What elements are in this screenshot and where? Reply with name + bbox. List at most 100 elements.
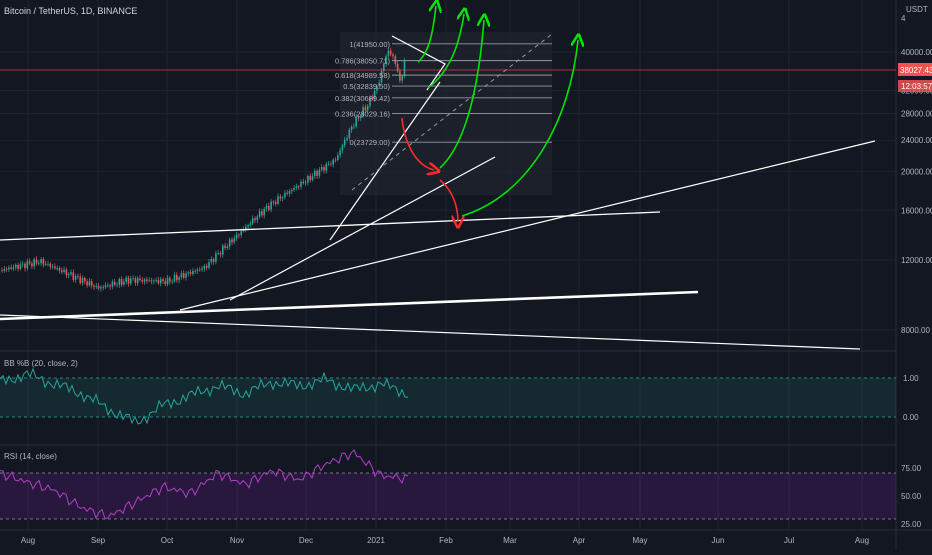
time-tick-label: Feb xyxy=(439,536,453,545)
candle-body xyxy=(136,278,139,283)
fib-retracement[interactable]: 1(41950.00) 0.786(38050.71) 0.618(34989.58… xyxy=(335,40,552,147)
candle-body xyxy=(231,239,233,243)
candle-body xyxy=(304,182,307,184)
trend-line-lower-thick[interactable] xyxy=(0,290,699,321)
candle-body xyxy=(339,150,341,156)
countdown-badge xyxy=(898,80,932,92)
candle-body xyxy=(33,259,35,267)
candle-body xyxy=(392,54,394,57)
bb-tick-label: 1.00 xyxy=(903,374,919,383)
candle-body xyxy=(314,170,316,177)
candle-body xyxy=(70,272,72,275)
arrow-up-3[interactable] xyxy=(439,20,484,169)
candle-body xyxy=(203,265,206,269)
candle-body xyxy=(293,187,295,190)
candle-body xyxy=(309,175,311,180)
candle-body xyxy=(67,274,70,276)
trend-line-dashed[interactable] xyxy=(351,33,553,191)
candle-body xyxy=(44,263,47,265)
candle-body xyxy=(189,272,192,274)
candle-body xyxy=(380,71,383,83)
candle-body xyxy=(61,270,63,272)
price-tick-label: 20000.00 xyxy=(901,168,932,177)
arrow-down-1[interactable] xyxy=(401,117,434,170)
trend-line-descending[interactable] xyxy=(0,314,861,350)
candle-body xyxy=(8,267,10,270)
time-tick-label: Aug xyxy=(855,536,869,545)
candle-body xyxy=(346,137,348,140)
arrow-down-2[interactable] xyxy=(439,179,458,222)
candle-body xyxy=(337,155,339,161)
candle-body xyxy=(58,267,61,271)
candle-body xyxy=(134,278,137,283)
rsi-band-fill xyxy=(0,473,896,519)
candle-body xyxy=(81,277,84,284)
candle-body xyxy=(86,281,88,286)
candle-body xyxy=(127,277,130,284)
rsi-tick-label: 25.00 xyxy=(901,520,922,529)
candle-body xyxy=(334,159,337,161)
candle-body xyxy=(150,280,153,282)
candle-body xyxy=(350,126,353,130)
candle-body xyxy=(205,265,208,268)
candle-body xyxy=(263,208,265,216)
candle-body xyxy=(157,279,160,284)
candle-body xyxy=(226,246,229,248)
candle-body xyxy=(143,279,146,282)
candle-body xyxy=(235,234,238,239)
time-tick-label: Sep xyxy=(91,536,106,545)
candle-body xyxy=(208,262,210,268)
candle-body xyxy=(277,196,279,204)
time-tick-label: Oct xyxy=(161,536,174,545)
candle-body xyxy=(286,192,288,194)
arrow-up-1[interactable] xyxy=(417,6,436,63)
trend-line-steep-rising[interactable] xyxy=(329,81,441,241)
candle-body xyxy=(369,97,371,106)
candle-body xyxy=(31,263,33,267)
trend-lines[interactable] xyxy=(0,33,876,350)
candle-body xyxy=(302,181,305,184)
candle-body xyxy=(279,196,282,199)
candle-body xyxy=(385,56,387,64)
candle-body xyxy=(74,275,77,280)
candle-body xyxy=(10,267,12,269)
candle-body xyxy=(111,281,114,287)
candle-body xyxy=(21,263,24,265)
candle-body xyxy=(272,201,275,203)
candle-body xyxy=(228,239,231,247)
symbol-title: Bitcoin / TetherUS, 1D, BINANCE xyxy=(4,6,137,16)
candle-body xyxy=(343,139,346,146)
candle-body xyxy=(28,261,31,264)
fib-level-label: 0.618(34989.58) xyxy=(335,71,391,80)
price-tick-label: 24000.00 xyxy=(901,136,932,145)
candle-body xyxy=(42,259,45,265)
price-tick-label: 40000.00 xyxy=(901,48,932,57)
candle-body xyxy=(332,159,334,165)
candle-body xyxy=(38,263,40,265)
candle-body xyxy=(256,216,259,221)
trend-line-support-flat[interactable] xyxy=(0,211,661,241)
trend-line-long-rising[interactable] xyxy=(179,140,876,311)
candle-body xyxy=(162,279,164,281)
time-tick-label: Apr xyxy=(573,536,586,545)
price-tick-label: 28000.00 xyxy=(901,110,932,119)
candle-body xyxy=(113,281,116,285)
candle-body xyxy=(217,253,219,254)
candle-body xyxy=(171,281,173,283)
trend-line-mid-rising[interactable] xyxy=(229,156,496,301)
wedge-lines[interactable] xyxy=(391,35,446,91)
candle-body xyxy=(123,281,125,285)
arrow-up-2[interactable] xyxy=(427,14,464,89)
fib-level-label: 0.382(30689.42) xyxy=(335,94,391,103)
candle-body xyxy=(192,270,194,274)
candle-body xyxy=(261,211,263,216)
bb-band-fill xyxy=(0,378,896,417)
rsi-title: RSI (14, close) xyxy=(4,452,57,461)
fib-level-label: 0.786(38050.71) xyxy=(335,57,391,66)
candle-body xyxy=(49,263,52,267)
candle-body xyxy=(19,264,22,269)
time-scale[interactable]: Aug Sep Oct Nov Dec 2021 Feb Mar Apr May Jun Jul Aug xyxy=(21,536,869,545)
candle-body xyxy=(307,175,309,183)
